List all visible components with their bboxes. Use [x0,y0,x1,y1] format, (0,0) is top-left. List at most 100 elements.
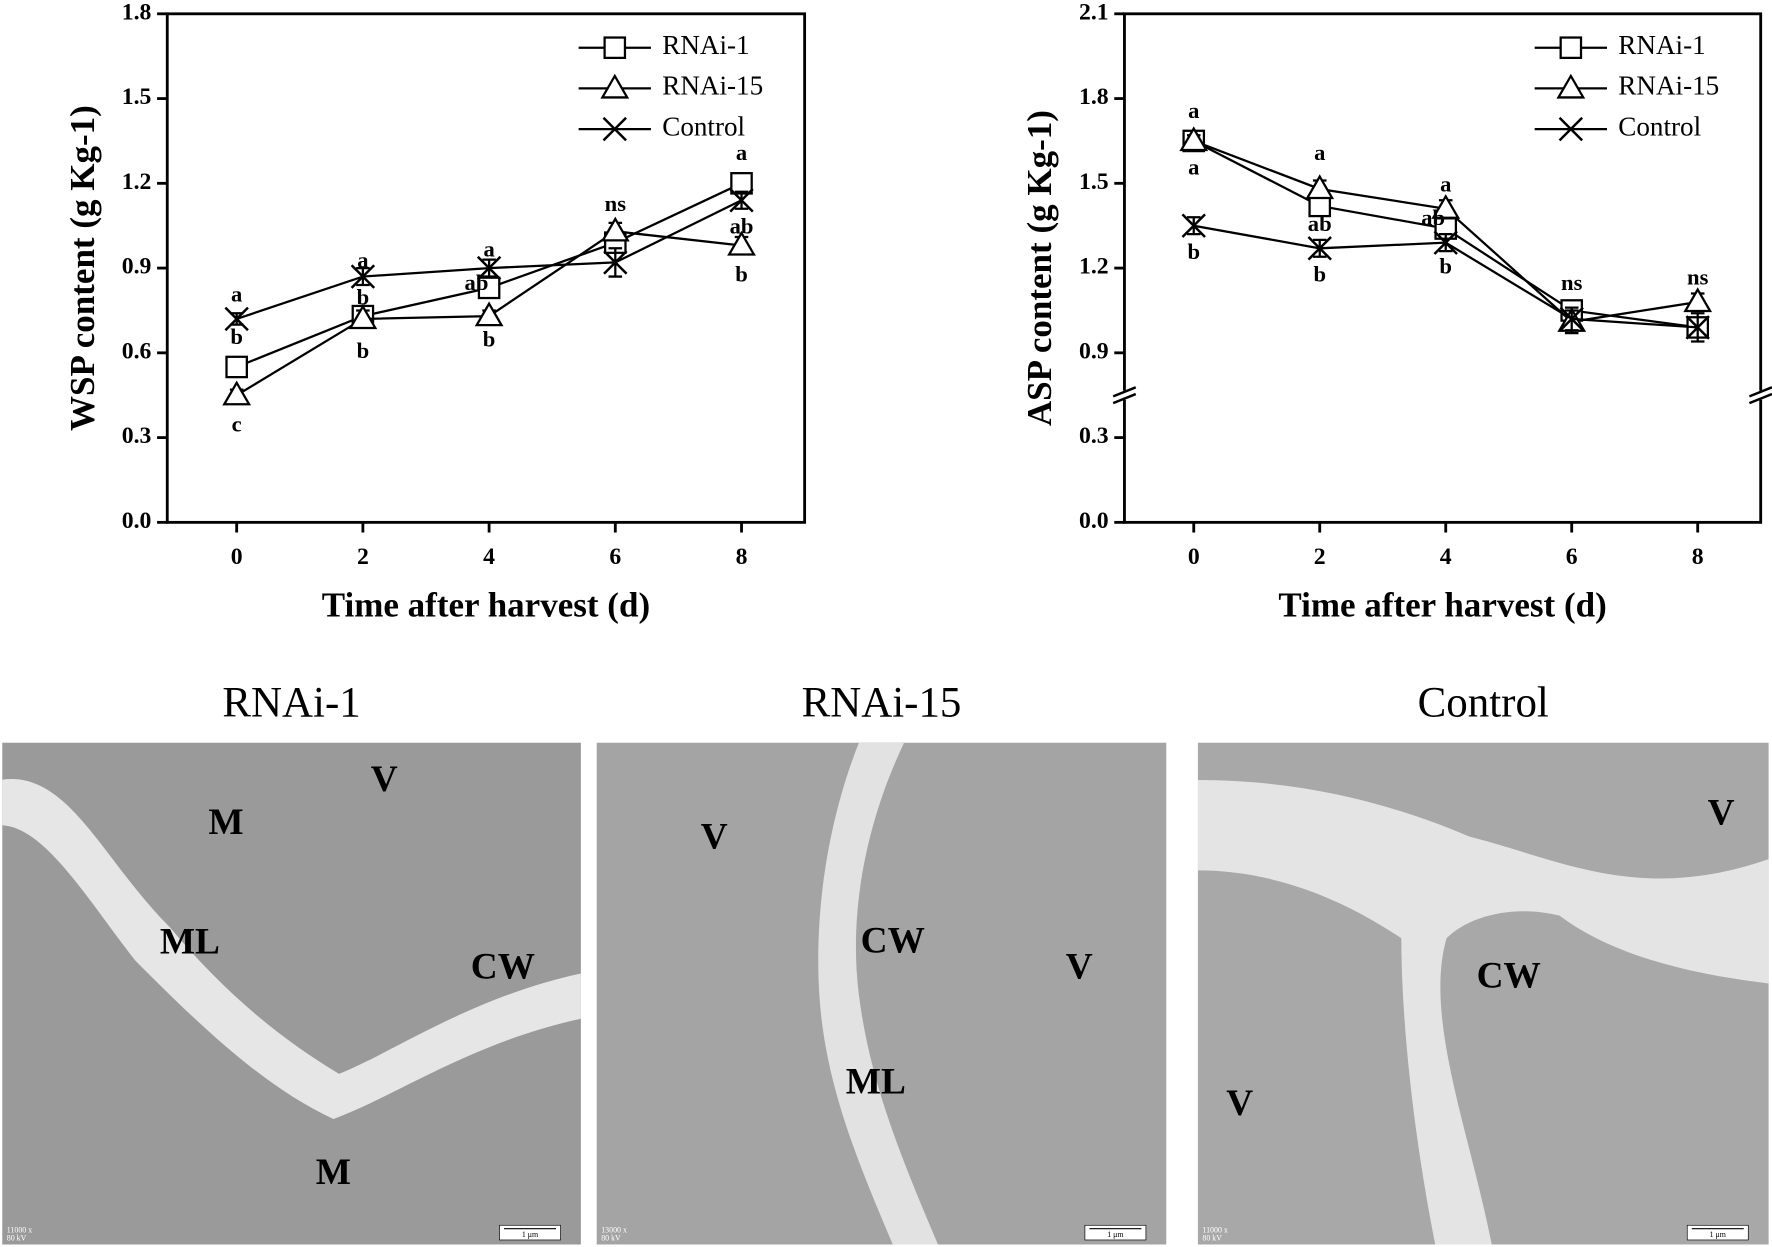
marker [1433,230,1458,255]
y-tick-label: 1.5 [1079,169,1109,195]
magnification: 11000 x [1202,1226,1227,1235]
annotation: b [1187,239,1200,264]
annotation: ab [730,214,754,239]
y-tick-label: 0.9 [1079,338,1109,364]
annotation: b [230,324,243,349]
y-tick-label: 0.0 [1079,508,1109,534]
marker [1556,73,1586,99]
x-tick-label: 0 [1188,544,1200,570]
cell-wall [818,742,938,1245]
structure-label: V [371,759,398,800]
structure-label: M [316,1152,351,1193]
magnification: 13000 x [601,1226,627,1235]
annotation: b [1313,262,1326,287]
x-tick-label: 4 [483,544,495,570]
annotation: a [1440,171,1451,196]
annotation: a [1314,140,1325,165]
marker [1685,315,1710,340]
legend-label: Control [1618,111,1701,141]
structure-label: V [1066,946,1093,987]
voltage: 80 kV [1202,1234,1222,1243]
annotation: ab [465,270,489,295]
annotation: a [1188,98,1199,123]
structure-label: CW [471,946,535,987]
x-tick-label: 2 [1314,544,1326,570]
legend-label: RNAi-1 [1618,30,1705,60]
annotation: ab [1421,205,1445,230]
marker [1305,174,1335,200]
annotation: ns [1561,270,1583,295]
structure-label: M [208,802,243,843]
annotation: c [232,411,242,436]
marker [222,380,252,406]
marker [1431,194,1461,219]
axis-break-mark [1112,386,1137,405]
marker [603,250,628,275]
structure-label: CW [1477,955,1541,996]
scale-bar-label: 1 μm [522,1230,539,1239]
y-axis-title: WSP content (g Kg-1) [63,105,102,431]
y-tick-label: 1.2 [122,169,152,195]
legend-label: RNAi-15 [662,71,763,101]
y-tick-label: 1.5 [122,84,152,110]
marker [476,255,502,281]
x-tick-label: 8 [1692,544,1704,570]
x-tick-label: 0 [231,544,243,570]
y-tick-label: 1.8 [1079,84,1109,110]
marker [1181,213,1206,238]
structure-label: ML [160,922,220,963]
marker [1307,236,1332,261]
marker [730,172,753,195]
y-tick-label: 0.0 [122,508,152,534]
structure-label: V [1708,793,1735,834]
x-tick-label: 4 [1440,544,1452,570]
y-tick-label: 0.3 [1079,423,1109,449]
marker [225,355,248,379]
axis-break-mark [1748,386,1772,405]
marker [1179,126,1209,152]
annotation: a [736,140,747,165]
panel-title: RNAi-15 [802,679,962,726]
annotation: ns [1687,265,1709,290]
y-axis-title: ASP content (g Kg-1) [1020,110,1059,426]
y-tick-label: 1.2 [1079,254,1109,280]
annotation: b [483,327,496,352]
legend-label: RNAi-15 [1618,71,1719,101]
axis-break-gap [1756,390,1766,400]
scale-bar-label: 1 μm [1710,1230,1727,1239]
panel-title: Control [1418,679,1549,726]
marker [603,36,627,60]
marker [602,116,627,142]
x-axis-title: Time after harvest (d) [322,585,650,624]
y-tick-label: 0.6 [122,338,152,364]
annotation: a [231,282,242,307]
marker [224,306,249,332]
annotation: a [483,236,494,261]
x-tick-label: 2 [357,544,369,570]
marker [1559,36,1583,60]
marker [474,301,504,327]
annotation: ab [1308,211,1332,236]
structure-label: ML [846,1062,906,1103]
axis-break-gap [1119,390,1129,400]
cell-wall [2,779,581,1120]
annotation: a [1188,154,1199,179]
annotation: ns [605,191,627,216]
micrograph [2,742,581,1245]
legend-label: RNAi-1 [662,30,749,60]
structure-label: CW [861,920,925,961]
marker [729,188,754,213]
panel-title: RNAi-1 [222,679,360,726]
x-tick-label: 8 [736,544,748,570]
y-tick-label: 1.8 [122,0,152,25]
y-tick-label: 0.3 [122,423,152,449]
annotation: a [357,248,368,273]
marker [348,304,378,330]
annotation: b [1439,253,1452,278]
y-tick-label: 0.9 [122,254,152,280]
y-tick-label: 2.1 [1079,0,1109,25]
marker [600,216,630,242]
structure-label: V [701,816,728,857]
marker [727,230,756,256]
